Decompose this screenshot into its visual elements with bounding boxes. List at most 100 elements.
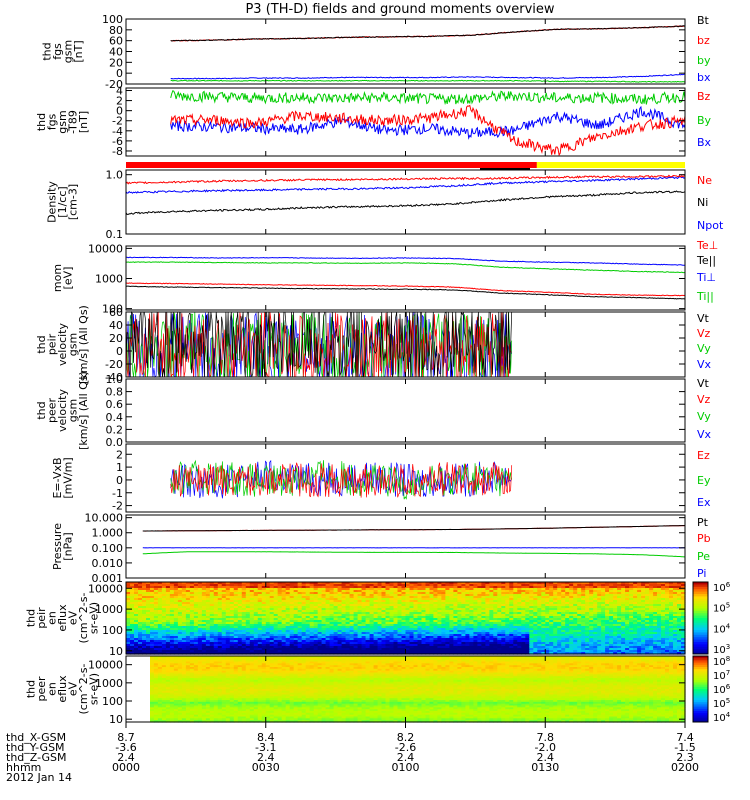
x-tick-label: 2.3: [676, 751, 694, 764]
y-tick-label: 1.0: [106, 169, 124, 182]
y-tick-label: -8: [112, 145, 123, 158]
series-line-Npot: [125, 176, 686, 194]
y-tick-label: -2: [112, 500, 123, 513]
x-tick-label: 0100: [392, 761, 420, 774]
y-tick-label: -4: [112, 125, 123, 138]
legend-entry: Ex: [697, 496, 711, 509]
y-tick-label: 20: [109, 332, 123, 345]
series-line-bx: [170, 73, 686, 80]
y-tick-label: 0.010: [92, 557, 124, 570]
y-tick-label: 0.6: [106, 398, 124, 411]
series-line-Ni: [125, 190, 686, 215]
legend-entry: Ti||: [696, 290, 714, 303]
y-tick-label: 0.100: [92, 542, 124, 555]
x-tick-label: 2.4: [257, 751, 275, 764]
y-tick-label: 0.0: [106, 436, 124, 449]
y-tick-label: 0: [116, 105, 123, 118]
y-tick-label: 2: [116, 448, 123, 461]
y-axis-label: gsm: [67, 399, 80, 422]
series-line-Te⊥: [125, 282, 686, 297]
legend-entry: Vx: [697, 428, 712, 441]
series-line-Ez: [170, 462, 513, 498]
y-axis-label: peer: [46, 398, 59, 424]
legend-entry: Ey: [697, 474, 711, 487]
panel-10: 106 105 104 103 10000 1000 100 10 thdpeireneflux…: [25, 581, 731, 658]
legend-entry: Bx: [697, 136, 712, 149]
legend-entry: Vy: [697, 410, 711, 423]
x-tick-label: 8.7: [117, 731, 135, 744]
legend-entry: Vt: [697, 377, 710, 390]
y-tick-label: 60: [109, 35, 123, 48]
series-line-Pe: [142, 551, 685, 558]
y-axis-label: gsm: [67, 333, 80, 356]
y-tick-label: 20: [109, 56, 123, 69]
y-tick-label: 2: [116, 95, 123, 108]
y-tick-label: 0.1: [106, 228, 124, 241]
colorbar-tick-label: 104: [713, 622, 731, 635]
legend-entry: bz: [697, 34, 710, 47]
legend-entry: Npot: [697, 219, 724, 232]
y-axis-label: [nPa]: [61, 532, 74, 560]
legend-entry: Vz: [697, 327, 711, 340]
x-tick-label: -2.6: [395, 741, 416, 754]
panel-8: 210-1-2 E=-VxB[mV/m] Ez Ey Ex: [51, 443, 711, 513]
x-tick-label: 0030: [252, 761, 280, 774]
legend-entry: Ez: [697, 449, 710, 462]
x-tick-label: 0130: [531, 761, 559, 774]
y-axis-label: (cm^2-s-: [77, 664, 90, 715]
series-line-Vz: [125, 311, 512, 379]
y-tick-label: 0.2: [106, 423, 124, 436]
y-axis-label: eV: [67, 610, 80, 625]
y-tick-label: 60: [109, 306, 123, 319]
series-line-Ti⊥: [125, 256, 686, 266]
y-axis-label: velocity: [56, 389, 69, 432]
colorbar-tick-label: 108: [713, 655, 730, 668]
y-axis-label: gsm: [61, 40, 74, 63]
y-axis-label: eflux: [56, 604, 69, 632]
y-axis-label: thd: [40, 42, 53, 60]
series-line-Ex: [170, 459, 513, 499]
y-tick-label: 4: [116, 85, 123, 98]
panel-5: 10000 1000 100 mom[eV] Te⊥ Te|| Ti⊥ Ti||: [51, 239, 718, 316]
legend-entry: Te||: [696, 254, 716, 267]
legend-entry: Pi: [697, 567, 706, 580]
y-axis-label: [eV]: [61, 267, 74, 290]
y-tick-label: 0.8: [106, 386, 124, 399]
y-axis-label: fgs: [51, 43, 64, 60]
y-axis-label: eflux: [56, 675, 69, 703]
y-axis-label: [mV/m]: [61, 457, 74, 498]
y-axis-label: sr-eV): [88, 673, 101, 705]
colorbar-tick-label: 106: [713, 581, 731, 594]
y-tick-label: 0.001: [92, 572, 124, 585]
y-tick-label: 1000: [95, 273, 123, 286]
y-tick-label: -6: [112, 135, 123, 148]
y-tick-label: 1000: [95, 603, 123, 616]
y-axis-label: thd: [35, 401, 48, 419]
y-tick-label: 0: [116, 67, 123, 80]
y-tick-label: 10000: [88, 659, 123, 672]
panel-3: [126, 162, 685, 170]
panel-4: 1.0 0.1 Density[1/cc][cm-3] Ne Ni Npot: [46, 169, 724, 241]
x-axis-row-label: thd_Y-GSM: [6, 741, 65, 754]
panel-7: 1.00.80.60.40.20.0 thdpeervelocitygsm[km/…: [35, 371, 712, 450]
x-tick-label: -3.1: [255, 741, 276, 754]
legend-entry: bx: [697, 71, 711, 84]
series-line-Bt: [170, 25, 686, 42]
y-axis-label: Pressure: [51, 523, 64, 570]
x-tick-label: -2.0: [535, 741, 556, 754]
legend-entry: by: [697, 54, 711, 67]
y-axis-label: en: [46, 611, 59, 625]
y-axis-label: thd: [25, 609, 38, 627]
y-tick-label: -20: [105, 358, 123, 371]
y-axis-label: en: [46, 682, 59, 696]
y-tick-label: 10: [109, 645, 123, 658]
y-tick-label: 100: [102, 303, 123, 316]
figure-title: P3 (TH-D) fields and ground moments over…: [245, 2, 554, 17]
y-axis-label: peir: [35, 607, 48, 629]
x-tick-label: 7.4: [676, 731, 694, 744]
panel-frame: [125, 378, 686, 443]
legend-entry: Bz: [697, 90, 711, 103]
